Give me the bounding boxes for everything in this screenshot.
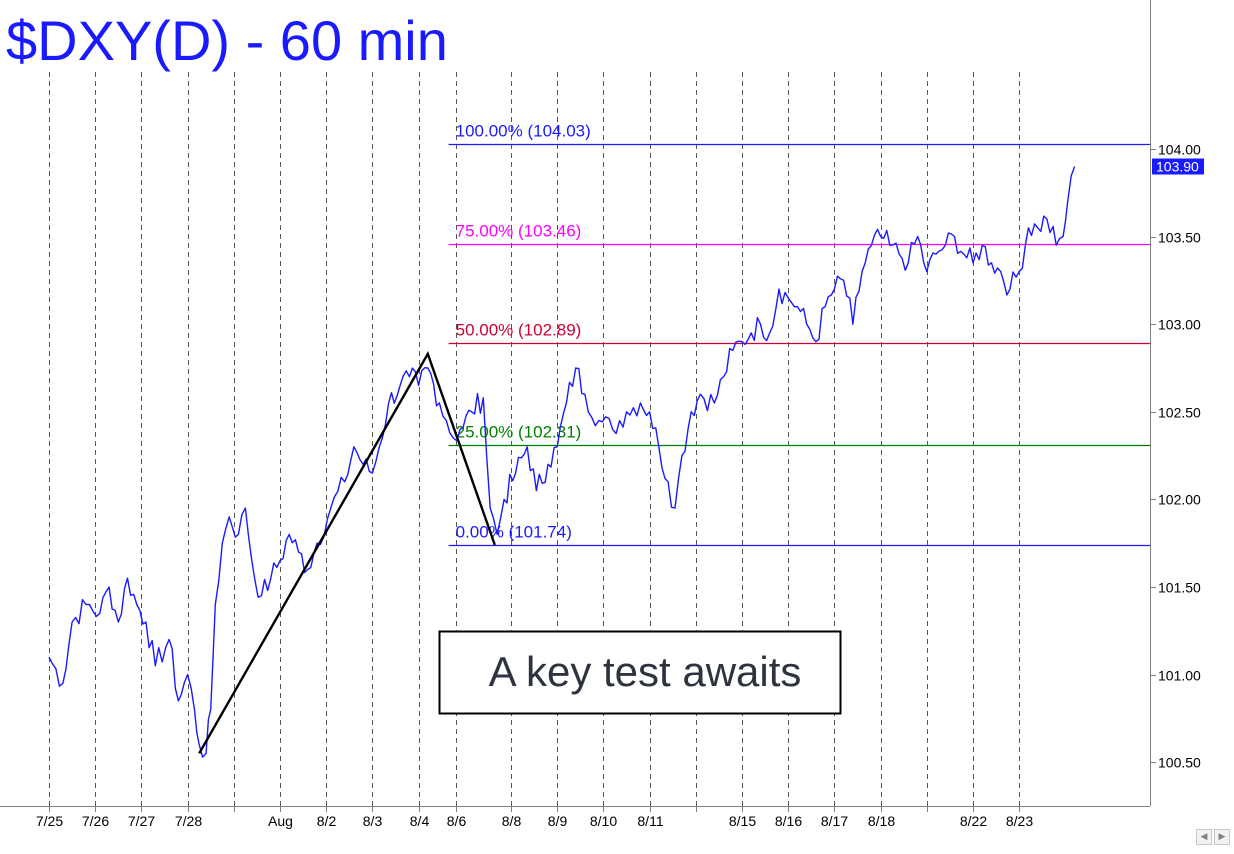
y-tick-label: 103.50 <box>1158 230 1201 246</box>
x-tick-label: 8/6 <box>447 813 467 829</box>
x-axis-labels: 7/25 7/26 7/27 7/28 Aug 8/2 8/3 8/4 8/6 8/8 8/9 8/1… <box>36 806 1033 829</box>
x-tick-label: 7/28 <box>175 813 202 829</box>
x-tick-label: 7/27 <box>128 813 155 829</box>
x-tick-label: 8/9 <box>548 813 568 829</box>
x-tick-label: 8/22 <box>960 813 987 829</box>
last-price-label: 103.90 <box>1156 159 1199 175</box>
chart-title: $DXY(D) - 60 min <box>6 9 448 72</box>
y-tick-label: 100.50 <box>1158 755 1201 771</box>
x-tick-label: 8/4 <box>410 813 430 829</box>
x-tick-label: 8/18 <box>868 813 895 829</box>
scroll-left-button[interactable]: ◀ <box>1196 829 1212 845</box>
x-tick-label: 8/8 <box>502 813 522 829</box>
fib-label: 0.00% (101.74) <box>456 523 572 542</box>
fib-label: 75.00% (103.46) <box>456 222 582 241</box>
y-axis-labels: 100.50 101.00 101.50 102.00 102.50 103.00 103.… <box>1150 142 1201 771</box>
annotation-frame <box>438 630 842 715</box>
y-tick-label: 102.50 <box>1158 405 1201 421</box>
x-tick-label: 8/10 <box>590 813 617 829</box>
abc-layer <box>198 351 496 754</box>
series-layer <box>48 166 1076 758</box>
y-tick-label: 101.00 <box>1158 668 1201 684</box>
last-price-box <box>1152 158 1204 175</box>
price-series-line <box>48 166 1076 758</box>
x-tick-label: 8/3 <box>363 813 383 829</box>
annotation-box: A key test awaits <box>438 630 842 715</box>
fib-label: 25.00% (102.31) <box>456 423 582 442</box>
scroll-right-button[interactable]: ▶ <box>1214 829 1230 845</box>
y-tick-label: 104.00 <box>1158 142 1201 158</box>
fib-label: 50.00% (102.89) <box>456 321 582 340</box>
y-tick-label: 101.50 <box>1158 580 1201 596</box>
y-tick-label: 102.00 <box>1158 492 1201 508</box>
x-tick-label: 8/11 <box>637 813 663 829</box>
x-tick-label: 8/17 <box>821 813 848 829</box>
x-tick-label: Aug <box>268 813 293 829</box>
x-tick-label: 7/26 <box>82 813 109 829</box>
y-tick-label: 103.00 <box>1158 317 1201 333</box>
x-tick-label: 8/15 <box>729 813 756 829</box>
fib-layer: 100.00% (104.03) 75.00% (103.46) 50.00% (1… <box>448 122 1150 547</box>
x-tick-label: 8/23 <box>1006 813 1033 829</box>
x-tick-label: 7/25 <box>36 813 63 829</box>
abc-trend-line <box>198 351 496 754</box>
x-tick-label: 8/2 <box>317 813 337 829</box>
x-tick-label: 8/16 <box>775 813 802 829</box>
fib-label: 100.00% (104.03) <box>456 122 591 141</box>
last-price-tag: 103.90 <box>1152 158 1204 175</box>
annotation-text: A key test awaits <box>489 648 802 695</box>
